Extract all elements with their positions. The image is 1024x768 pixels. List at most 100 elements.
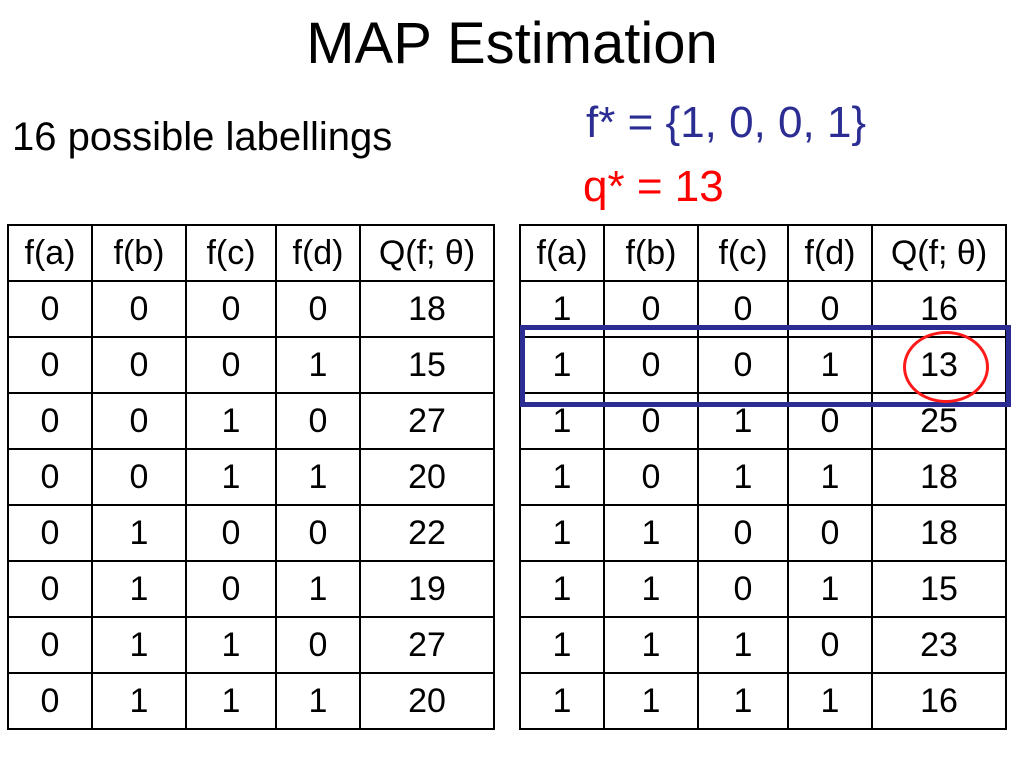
cell-energy: 18 xyxy=(871,448,1007,506)
cell-fa: 1 xyxy=(519,392,605,450)
table-row: 0 1 0 0 22 xyxy=(7,504,495,562)
cell-energy: 20 xyxy=(359,448,495,506)
optimal-labelling: f* = {1, 0, 0, 1} xyxy=(586,98,867,147)
table-row: 0 0 0 0 18 xyxy=(7,280,495,338)
header-fa: f(a) xyxy=(519,224,605,282)
cell-energy: 19 xyxy=(359,560,495,618)
table-row: 0 1 0 1 19 xyxy=(7,560,495,618)
cell-fc: 1 xyxy=(185,392,277,450)
cell-energy: 27 xyxy=(359,392,495,450)
header-fd: f(d) xyxy=(787,224,873,282)
header-fd: f(d) xyxy=(275,224,361,282)
header-fb: f(b) xyxy=(603,224,699,282)
cell-fb: 1 xyxy=(91,672,187,730)
cell-fd: 1 xyxy=(787,560,873,618)
table-row: 0 1 1 1 20 xyxy=(7,672,495,730)
cell-fb: 0 xyxy=(603,448,699,506)
cell-fa: 0 xyxy=(7,616,93,674)
cell-fb: 1 xyxy=(91,560,187,618)
cell-energy: 20 xyxy=(359,672,495,730)
table-row: 1 1 0 0 18 xyxy=(519,504,1007,562)
cell-fd: 0 xyxy=(787,616,873,674)
cell-fd: 0 xyxy=(787,280,873,338)
cell-fd: 1 xyxy=(275,336,361,394)
cell-energy: 23 xyxy=(871,616,1007,674)
cell-fc: 0 xyxy=(697,560,789,618)
table-row: 1 0 1 1 18 xyxy=(519,448,1007,506)
cell-energy: 18 xyxy=(871,504,1007,562)
cell-fb: 0 xyxy=(91,448,187,506)
cell-fa: 0 xyxy=(7,280,93,338)
cell-fb: 0 xyxy=(91,392,187,450)
cell-fa: 0 xyxy=(7,504,93,562)
cell-fa: 0 xyxy=(7,448,93,506)
labelling-table-left: f(a) f(b) f(c) f(d) Q(f; θ) 0 0 0 0 18 0 0 0 1 15… xyxy=(7,224,495,730)
cell-fa: 0 xyxy=(7,560,93,618)
cell-fc: 1 xyxy=(185,616,277,674)
cell-energy: 22 xyxy=(359,504,495,562)
cell-fa: 1 xyxy=(519,560,605,618)
cell-fb: 0 xyxy=(603,336,699,394)
cell-fc: 1 xyxy=(697,672,789,730)
cell-fd: 0 xyxy=(275,504,361,562)
table-row: 1 1 1 1 16 xyxy=(519,672,1007,730)
table-body: 0 0 0 0 18 0 0 0 1 15 0 0 1 0 27 0 0 1 1 20 0 1 0 0 22 0 1 0 1 19 0 1 1 0… xyxy=(7,280,495,730)
cell-fa: 0 xyxy=(7,336,93,394)
cell-fd: 0 xyxy=(275,392,361,450)
cell-fb: 0 xyxy=(91,280,187,338)
table-row: 0 0 1 0 27 xyxy=(7,392,495,450)
header-energy: Q(f; θ) xyxy=(359,224,495,282)
cell-fa: 1 xyxy=(519,336,605,394)
cell-fb: 0 xyxy=(603,280,699,338)
cell-fd: 0 xyxy=(787,504,873,562)
table-row: 0 1 1 0 27 xyxy=(7,616,495,674)
cell-fd: 1 xyxy=(275,560,361,618)
cell-fa: 0 xyxy=(7,392,93,450)
cell-fc: 1 xyxy=(697,392,789,450)
cell-fc: 1 xyxy=(697,616,789,674)
cell-energy: 16 xyxy=(871,280,1007,338)
table-row: 1 0 1 0 25 xyxy=(519,392,1007,450)
cell-fc: 1 xyxy=(697,448,789,506)
subtitle-labellings: 16 possible labellings xyxy=(12,115,393,159)
cell-fd: 0 xyxy=(787,392,873,450)
cell-fc: 0 xyxy=(697,336,789,394)
cell-fc: 1 xyxy=(185,672,277,730)
cell-energy: 16 xyxy=(871,672,1007,730)
cell-fd: 1 xyxy=(275,448,361,506)
cell-energy: 25 xyxy=(871,392,1007,450)
header-energy: Q(f; θ) xyxy=(871,224,1007,282)
cell-fc: 0 xyxy=(697,504,789,562)
table-row: 1 1 0 1 15 xyxy=(519,560,1007,618)
table-body: 1 0 0 0 16 1 0 0 1 13 1 0 1 0 25 1 0 1 1 18 1 1 0 0 18 1 1 0 1 15 1 1 1 0… xyxy=(519,280,1007,730)
cell-fa: 1 xyxy=(519,504,605,562)
cell-energy: 15 xyxy=(359,336,495,394)
cell-fc: 0 xyxy=(185,504,277,562)
cell-fb: 0 xyxy=(91,336,187,394)
cell-energy: 13 xyxy=(871,336,1007,394)
cell-fb: 0 xyxy=(603,392,699,450)
cell-fa: 1 xyxy=(519,616,605,674)
header-fc: f(c) xyxy=(185,224,277,282)
table-row: 1 1 1 0 23 xyxy=(519,616,1007,674)
cell-fc: 0 xyxy=(697,280,789,338)
cell-fd: 1 xyxy=(787,448,873,506)
cell-fa: 1 xyxy=(519,280,605,338)
cell-fa: 1 xyxy=(519,448,605,506)
table-row: 1 0 0 1 13 xyxy=(519,336,1007,394)
cell-fd: 0 xyxy=(275,280,361,338)
cell-fb: 1 xyxy=(91,504,187,562)
cell-fc: 0 xyxy=(185,560,277,618)
cell-fb: 1 xyxy=(603,560,699,618)
cell-fd: 1 xyxy=(275,672,361,730)
cell-fb: 1 xyxy=(603,616,699,674)
cell-fc: 1 xyxy=(185,448,277,506)
table-row: 0 0 0 1 15 xyxy=(7,336,495,394)
optimal-energy: q* = 13 xyxy=(583,162,724,211)
header-fa: f(a) xyxy=(7,224,93,282)
cell-fd: 1 xyxy=(787,672,873,730)
header-fb: f(b) xyxy=(91,224,187,282)
cell-energy: 27 xyxy=(359,616,495,674)
cell-energy: 18 xyxy=(359,280,495,338)
cell-fc: 0 xyxy=(185,336,277,394)
